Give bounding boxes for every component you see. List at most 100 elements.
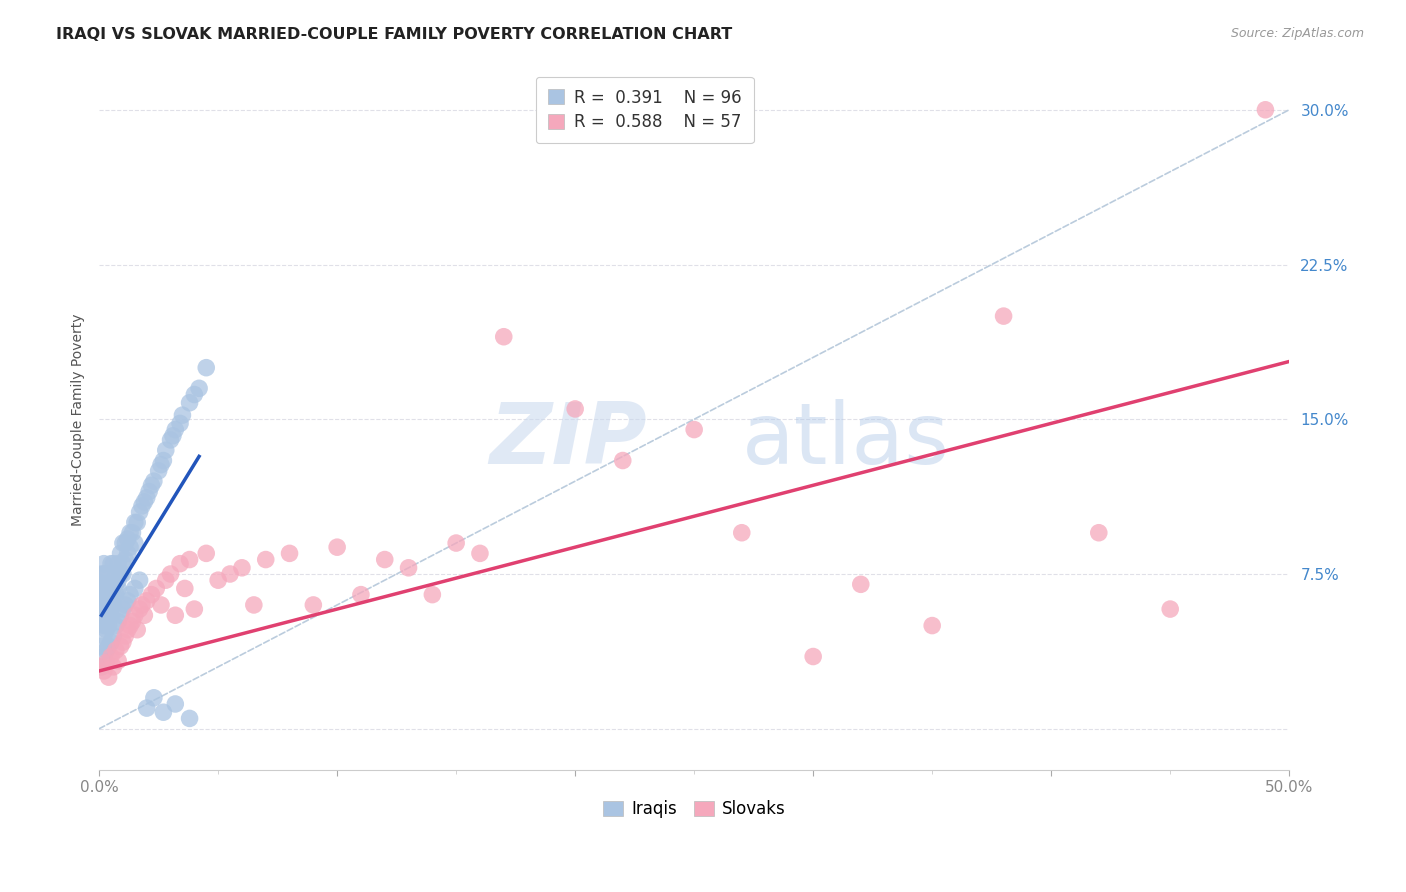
Point bbox=[162, 429, 184, 443]
Point bbox=[114, 629, 136, 643]
Point bbox=[142, 690, 165, 705]
Point bbox=[219, 566, 242, 581]
Point bbox=[152, 705, 174, 719]
Point bbox=[422, 588, 444, 602]
Point bbox=[135, 594, 157, 608]
Point bbox=[90, 660, 112, 674]
Point bbox=[134, 608, 156, 623]
Point bbox=[97, 639, 120, 653]
Point bbox=[326, 540, 349, 554]
Point bbox=[124, 516, 146, 530]
Point bbox=[155, 573, 177, 587]
Point bbox=[96, 588, 118, 602]
Point bbox=[135, 491, 157, 505]
Point bbox=[350, 588, 373, 602]
Point bbox=[107, 557, 129, 571]
Point bbox=[100, 649, 122, 664]
Point bbox=[159, 566, 181, 581]
Point bbox=[103, 598, 125, 612]
Point bbox=[111, 602, 134, 616]
Point bbox=[93, 618, 115, 632]
Point bbox=[134, 495, 156, 509]
Point bbox=[1088, 525, 1111, 540]
Point bbox=[90, 566, 112, 581]
Point bbox=[188, 381, 211, 395]
Text: atlas: atlas bbox=[742, 399, 950, 482]
Point bbox=[231, 561, 253, 575]
Point bbox=[165, 423, 187, 437]
Point bbox=[107, 615, 129, 629]
Point bbox=[169, 557, 191, 571]
Point bbox=[468, 546, 491, 560]
Point bbox=[103, 557, 125, 571]
Y-axis label: Married-Couple Family Poverty: Married-Couple Family Poverty bbox=[72, 313, 86, 525]
Point bbox=[111, 566, 134, 581]
Point bbox=[93, 557, 115, 571]
Point bbox=[207, 573, 229, 587]
Point bbox=[683, 423, 706, 437]
Point bbox=[124, 536, 146, 550]
Legend: Iraqis, Slovaks: Iraqis, Slovaks bbox=[596, 794, 792, 825]
Point bbox=[278, 546, 301, 560]
Point bbox=[96, 608, 118, 623]
Point bbox=[96, 566, 118, 581]
Point bbox=[96, 623, 118, 637]
Point bbox=[398, 561, 420, 575]
Point bbox=[921, 618, 943, 632]
Point bbox=[564, 401, 586, 416]
Point bbox=[374, 552, 396, 566]
Point bbox=[117, 532, 139, 546]
Point bbox=[124, 582, 146, 596]
Point bbox=[107, 573, 129, 587]
Point bbox=[96, 618, 118, 632]
Point bbox=[444, 536, 467, 550]
Point bbox=[90, 588, 112, 602]
Point bbox=[93, 588, 115, 602]
Point bbox=[243, 598, 266, 612]
Point bbox=[169, 417, 191, 431]
Point bbox=[120, 540, 142, 554]
Point bbox=[103, 577, 125, 591]
Point bbox=[100, 598, 122, 612]
Point bbox=[179, 396, 201, 410]
Point bbox=[110, 608, 132, 623]
Point bbox=[104, 577, 127, 591]
Point bbox=[117, 623, 139, 637]
Point bbox=[127, 623, 149, 637]
Point bbox=[1254, 103, 1277, 117]
Point bbox=[179, 552, 201, 566]
Point bbox=[120, 618, 142, 632]
Point bbox=[121, 525, 143, 540]
Point bbox=[195, 546, 218, 560]
Point bbox=[104, 566, 127, 581]
Point bbox=[93, 566, 115, 581]
Point bbox=[172, 408, 194, 422]
Point bbox=[183, 387, 205, 401]
Point bbox=[90, 598, 112, 612]
Point bbox=[117, 594, 139, 608]
Point bbox=[97, 608, 120, 623]
Point bbox=[110, 639, 132, 653]
Point bbox=[110, 566, 132, 581]
Point bbox=[159, 433, 181, 447]
Point bbox=[111, 557, 134, 571]
Point bbox=[100, 557, 122, 571]
Point bbox=[120, 525, 142, 540]
Point bbox=[93, 649, 115, 664]
Text: Source: ZipAtlas.com: Source: ZipAtlas.com bbox=[1230, 27, 1364, 40]
Point bbox=[492, 330, 515, 344]
Point bbox=[120, 588, 142, 602]
Point bbox=[97, 618, 120, 632]
Point bbox=[90, 660, 112, 674]
Point bbox=[128, 602, 150, 616]
Point bbox=[103, 588, 125, 602]
Point bbox=[195, 360, 218, 375]
Point bbox=[100, 608, 122, 623]
Point bbox=[801, 649, 824, 664]
Point bbox=[155, 443, 177, 458]
Point bbox=[97, 577, 120, 591]
Point bbox=[103, 660, 125, 674]
Point bbox=[107, 582, 129, 596]
Point bbox=[141, 478, 163, 492]
Point bbox=[107, 654, 129, 668]
